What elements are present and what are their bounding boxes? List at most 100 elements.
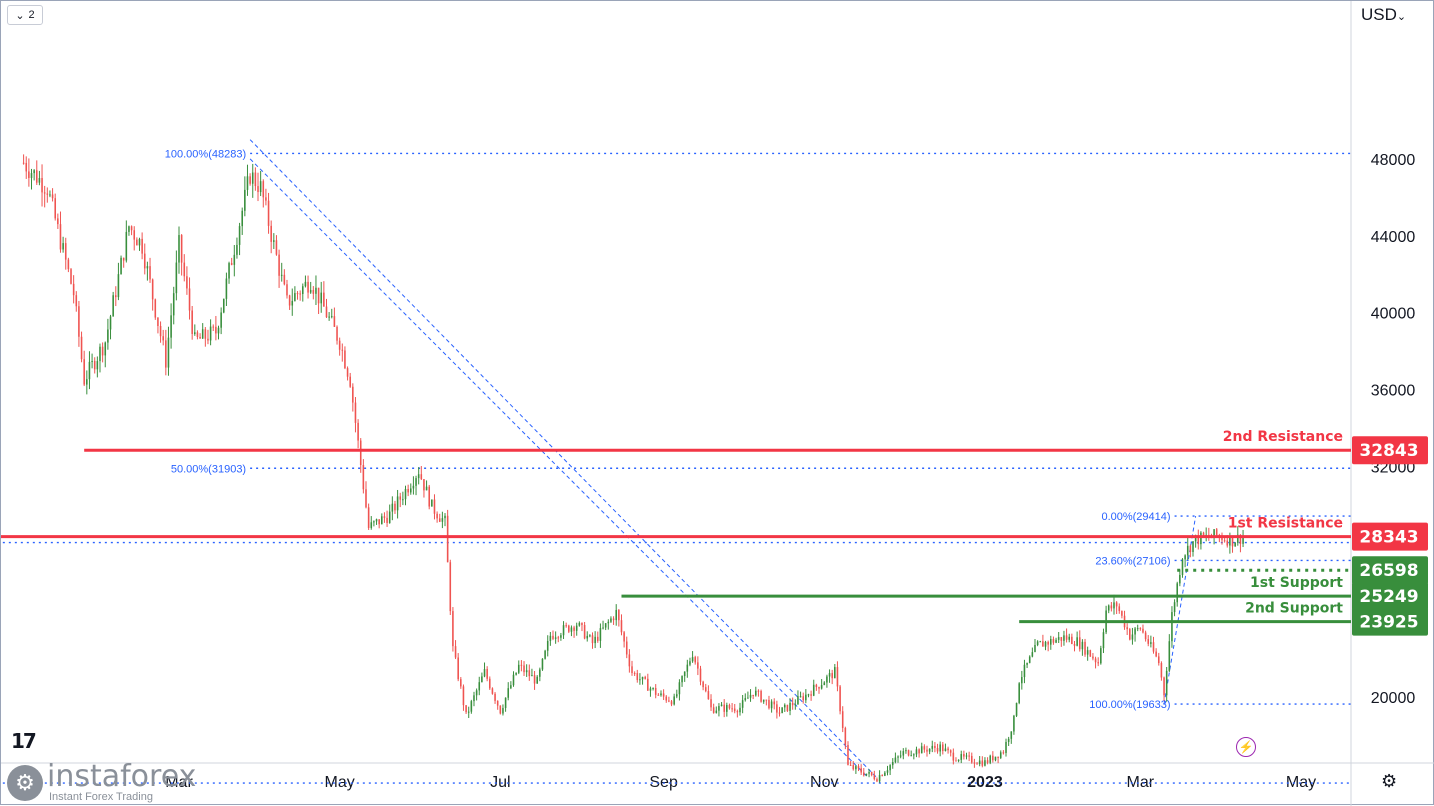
support-label: 1st Support xyxy=(1250,575,1343,591)
candle-body xyxy=(575,625,578,631)
candle-body xyxy=(841,711,844,728)
candle-body xyxy=(1144,632,1147,640)
candle-body xyxy=(749,694,752,698)
candle-body xyxy=(151,279,154,300)
trendline[interactable] xyxy=(1163,516,1197,705)
candle-body xyxy=(549,635,552,641)
candle-body xyxy=(59,224,62,250)
lightning-icon[interactable]: ⚡ xyxy=(1236,737,1256,757)
candle-body xyxy=(386,517,388,524)
candle-body xyxy=(262,181,265,198)
candle-body xyxy=(1221,536,1223,541)
candle-body xyxy=(847,744,849,765)
candle-body xyxy=(610,618,612,622)
trendline[interactable] xyxy=(249,158,867,777)
candle-body xyxy=(341,349,344,351)
candle-body xyxy=(267,200,270,226)
candle-body xyxy=(454,646,457,658)
candle-body xyxy=(691,657,694,662)
candle-body xyxy=(1134,628,1136,635)
candle-body xyxy=(820,685,823,689)
candle-body xyxy=(25,162,28,172)
candle-body xyxy=(270,225,272,242)
candle-body xyxy=(441,518,444,522)
candle-body xyxy=(143,253,146,269)
candle-body xyxy=(805,694,807,701)
gear-icon[interactable]: ⚙ xyxy=(1381,771,1398,791)
candle-body xyxy=(381,516,383,525)
watermark-icon: ⚙ xyxy=(7,765,43,801)
candle-body xyxy=(273,240,275,242)
candle-body xyxy=(1034,644,1036,653)
fib-level-label: 50.00%(31903) xyxy=(171,463,246,475)
candle-body xyxy=(736,711,739,713)
candle-body xyxy=(259,181,262,193)
candle-body xyxy=(744,698,747,701)
candle-body xyxy=(1234,542,1236,547)
candle-body xyxy=(570,627,573,632)
x-tick-label: Mar xyxy=(165,774,193,791)
candle-body xyxy=(926,749,928,752)
candle-body xyxy=(741,700,744,708)
candle-body xyxy=(544,650,546,659)
candle-body xyxy=(104,342,107,356)
candle-body xyxy=(383,516,386,518)
candle-body xyxy=(417,474,420,479)
candle-body xyxy=(533,675,536,684)
candle-body xyxy=(1173,602,1176,613)
candle-body xyxy=(1152,642,1155,652)
candle-body xyxy=(1084,641,1086,655)
candle-body xyxy=(186,276,188,289)
candle-body xyxy=(162,336,164,341)
candle-body xyxy=(188,288,191,311)
candle-body xyxy=(718,706,720,711)
candle-body xyxy=(62,243,64,250)
candle-body xyxy=(1136,628,1139,630)
candle-body xyxy=(955,760,957,762)
candle-body xyxy=(596,636,599,641)
candle-body xyxy=(768,699,770,709)
resistance-label: 1st Resistance xyxy=(1228,516,1343,532)
currency-selector[interactable]: USD⌄ xyxy=(1361,5,1406,25)
candle-body xyxy=(852,765,855,770)
candle-body xyxy=(38,178,41,183)
candle-body xyxy=(517,664,520,673)
resistance-label: 2nd Resistance xyxy=(1223,429,1343,445)
candle-body xyxy=(826,676,828,683)
candle-body xyxy=(175,262,178,294)
candle-body xyxy=(710,699,712,708)
candle-body xyxy=(294,293,296,301)
candle-body xyxy=(288,295,291,306)
candle-body xyxy=(657,694,660,696)
candle-body xyxy=(373,521,375,523)
candle-body xyxy=(122,257,125,261)
candle-body xyxy=(857,766,860,769)
candle-body xyxy=(72,283,75,296)
trendline[interactable] xyxy=(249,139,878,779)
y-tick-label: 36000 xyxy=(1371,383,1416,400)
candle-body xyxy=(639,679,641,681)
candle-body xyxy=(1039,641,1042,643)
candle-body xyxy=(528,670,531,677)
candle-body xyxy=(665,696,668,701)
candle-body xyxy=(810,694,812,696)
candle-body xyxy=(370,522,373,528)
candle-body xyxy=(1160,663,1163,678)
candle-body xyxy=(915,749,918,755)
candle-body xyxy=(199,336,201,339)
candle-body xyxy=(1102,632,1105,649)
currency-label: USD xyxy=(1361,5,1397,24)
candle-body xyxy=(67,259,70,270)
candle-body xyxy=(881,775,884,777)
candle-body xyxy=(1110,605,1113,609)
candle-body xyxy=(831,673,833,679)
candle-body xyxy=(33,170,35,174)
candle-body xyxy=(438,518,441,522)
candle-body xyxy=(949,750,952,753)
x-tick-label: Jul xyxy=(490,774,510,791)
candle-body xyxy=(1023,664,1026,678)
collapse-button[interactable]: ⌄ 2 xyxy=(7,5,43,25)
candle-body xyxy=(981,760,984,766)
candle-body xyxy=(436,513,438,519)
